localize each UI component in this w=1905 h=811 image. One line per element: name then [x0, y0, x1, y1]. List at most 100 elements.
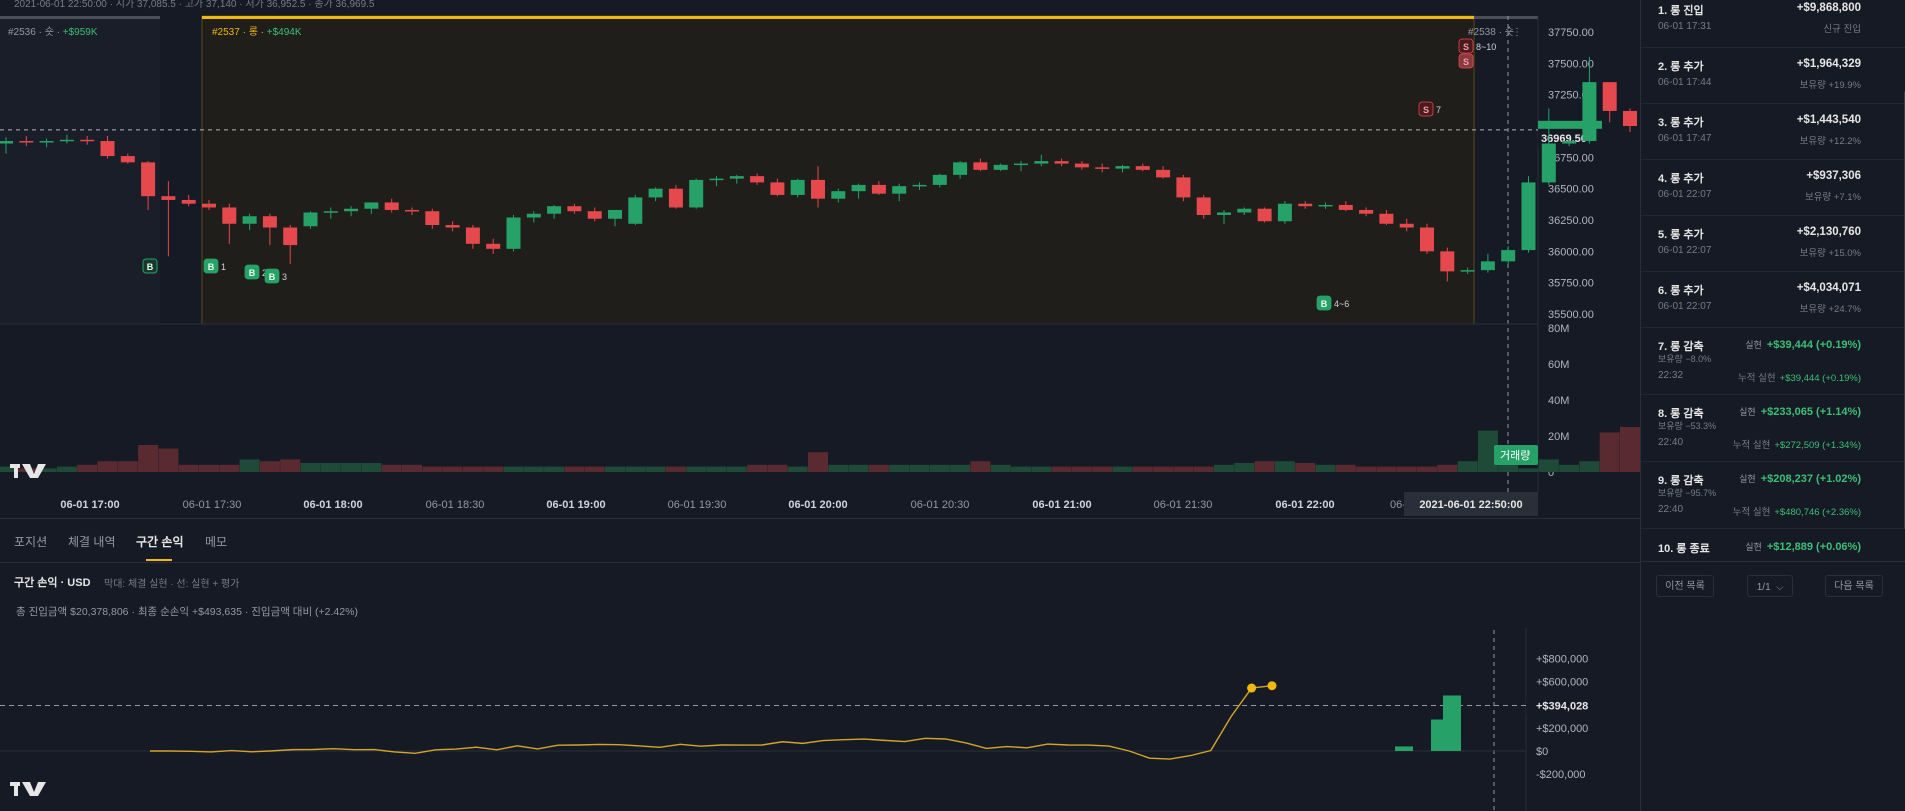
volume-bar-41	[828, 464, 849, 472]
volume-bar-15	[300, 463, 321, 472]
volume-bar-77	[1559, 464, 1580, 472]
candle-27	[547, 206, 562, 214]
tab-1[interactable]: 체결 내역	[68, 535, 116, 549]
volume-bar-17	[341, 463, 362, 472]
tab-0[interactable]: 포지션	[14, 535, 48, 549]
trade-separator	[1641, 103, 1905, 104]
volume-bar-49	[990, 464, 1011, 472]
trade-item[interactable]: 4. 롱 추가 +$937,306 06-01 22:07 보유량 +7.1%	[1658, 170, 1861, 210]
candle-2	[39, 141, 54, 143]
marker-label-3: 3	[282, 272, 287, 282]
volume-bar-50	[1011, 466, 1031, 472]
close-realized-label: 실현	[1739, 407, 1756, 417]
volume-bar-69	[1396, 466, 1417, 472]
candle-53	[1074, 163, 1089, 168]
close-item[interactable]: 9. 롱 감축 실현 +$208,237 (+1.02%) 보유량 −95.7% 22:…	[1658, 472, 1861, 522]
trade-item[interactable]: 5. 롱 추가 +$2,130,760 06-01 22:07 보유량 +15.0%	[1658, 226, 1861, 266]
volume-bar-4	[77, 464, 98, 472]
candle-44	[892, 186, 907, 194]
time-tick-1: 06-01 17:30	[183, 499, 242, 511]
volume-bar-35	[706, 466, 727, 472]
candle-36	[729, 176, 744, 179]
trade-item[interactable]: 6. 롱 추가 +$4,034,071 06-01 22:07 보유량 +24.7%	[1658, 282, 1861, 322]
marker-label-6: 8~10	[1476, 42, 1496, 52]
trade-item[interactable]: 3. 롱 추가 +$1,443,540 06-01 17:47 보유량 +12.2%	[1658, 114, 1861, 154]
volume-bar-5	[97, 461, 118, 472]
trade-title: 3. 롱 추가	[1658, 117, 1704, 129]
trade-sub: 보유량 +19.9%	[1799, 80, 1861, 91]
marker-2	[244, 264, 260, 280]
trade-title: 4. 롱 추가	[1658, 173, 1704, 185]
close-cum-wrap: 누적 실현 +$480,746 (+2.36%)	[1733, 504, 1861, 518]
volume-bar-70	[1417, 466, 1437, 472]
close-title: 9. 롱 감축	[1658, 475, 1704, 487]
time-tick-4: 06-01 19:00	[546, 499, 605, 511]
trade-title: 1. 롱 진입	[1658, 5, 1704, 17]
volume-bar-2	[36, 468, 57, 472]
volume-bar-52	[1051, 466, 1072, 472]
page-select[interactable]: 1/1 ⌵	[1747, 575, 1793, 597]
segment-label-text-2: #2538 · 숏	[1468, 26, 1514, 38]
volume-bar-67	[1356, 466, 1377, 472]
close-item[interactable]: 8. 롱 감축 실현 +$233,065 (+1.14%) 보유량 −53.3% 22:…	[1658, 405, 1861, 455]
trade-amount: +$937,306	[1806, 170, 1861, 182]
marker-4	[1316, 295, 1332, 311]
candle-14	[283, 227, 298, 246]
segment-pnl-1: +$494K	[267, 27, 302, 38]
close-item[interactable]: 7. 롱 감축 실현 +$39,444 (+0.19%) 보유량 −8.0% 22:32…	[1658, 338, 1861, 388]
close-realized-wrap: 실현 +$39,444 (+0.19%)	[1745, 338, 1861, 351]
close-separator	[1641, 528, 1905, 529]
time-tick-9: 06-01 21:30	[1154, 499, 1213, 511]
close-item[interactable]: 10. 롱 종료 실현 +$12,889 (+0.06%)	[1658, 540, 1861, 590]
volume-bar-30	[605, 466, 625, 472]
candle-10	[202, 203, 216, 208]
marker-3	[264, 268, 280, 284]
trade-sub: 보유량 +7.1%	[1804, 192, 1861, 203]
close-time: 22:32	[1658, 370, 1684, 381]
close-realized: +$208,237 (+1.02%)	[1760, 473, 1861, 485]
candle-38	[770, 182, 785, 195]
candle-4	[80, 139, 95, 142]
prev-page-button[interactable]: 이전 목록	[1656, 575, 1714, 597]
tab-3[interactable]: 메모	[205, 535, 228, 549]
pnl-tick-2: +$200,000	[1536, 723, 1588, 735]
candle-70	[1420, 227, 1434, 252]
candle-17	[344, 208, 359, 212]
trade-item[interactable]: 2. 롱 추가 +$1,964,329 06-01 17:44 보유량 +19.9%	[1658, 58, 1861, 98]
candle-9	[181, 199, 196, 204]
price-tick-8: 35500.00	[1548, 309, 1594, 321]
marker-label-5: 7	[1436, 105, 1441, 115]
volume-bar-19	[381, 464, 402, 472]
segment-label-2: #2538 · 숏	[1468, 26, 1514, 38]
time-tick-11: 06-	[1390, 499, 1406, 511]
candle-37	[750, 176, 765, 183]
pnl-chart[interactable]: +$800,000 +$600,000 +$200,000 $0 -$200,000 +$…	[0, 620, 1640, 811]
candle-11	[222, 207, 237, 224]
trade-date: 06-01 17:31	[1658, 21, 1712, 32]
next-page-button[interactable]: 다음 목록	[1825, 575, 1883, 597]
trade-date: 06-01 22:07	[1658, 245, 1712, 256]
price-chart[interactable]: #2536 · 숏 · +$959K #2537 · 롱 · +$494K #253…	[0, 0, 1640, 520]
candle-40	[811, 179, 825, 199]
price-tick-7: 35750.00	[1548, 278, 1594, 290]
candle-35	[709, 178, 724, 181]
tab-2[interactable]: 구간 손익	[136, 535, 184, 549]
candle-6	[120, 156, 135, 163]
trade-sub: 신규 진입	[1823, 24, 1861, 35]
marker-0	[142, 258, 158, 274]
candle-13	[262, 216, 277, 228]
candle-46	[932, 174, 947, 185]
pnl-title: 구간 손익 · USD	[14, 577, 91, 589]
marker-letter-1: B	[208, 262, 215, 272]
trade-item[interactable]: 1. 롱 진입 +$9,868,800 06-01 17:31 신규 진입	[1658, 2, 1861, 42]
candle-24	[486, 243, 501, 249]
volume-bar-45	[909, 464, 930, 472]
candle-5	[100, 141, 115, 157]
pager-divider	[1641, 561, 1905, 562]
candle-0	[0, 141, 13, 144]
close-realized-wrap: 실현 +$233,065 (+1.14%)	[1739, 405, 1861, 418]
candle-21	[425, 211, 440, 226]
candle-31	[628, 197, 643, 224]
candle-74	[1501, 250, 1516, 262]
volume-bar-16	[320, 463, 341, 472]
